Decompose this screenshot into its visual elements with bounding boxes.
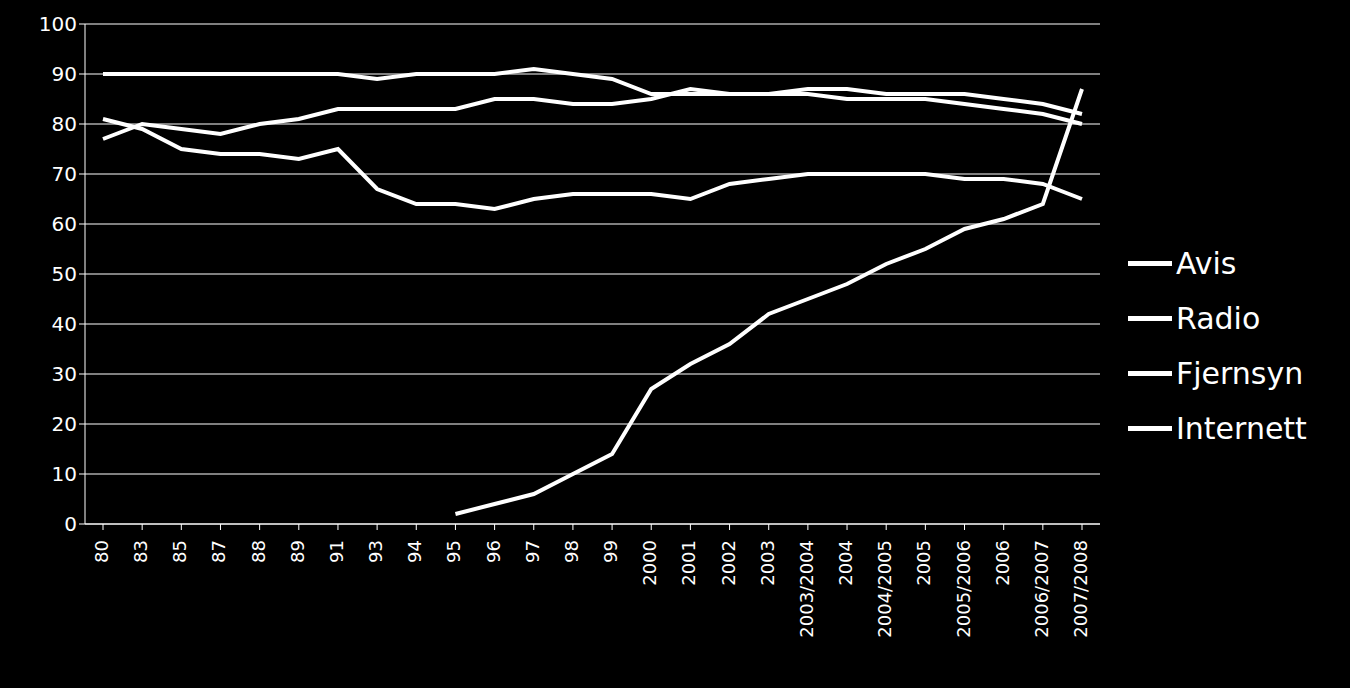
svg-text:80: 80 [52,112,77,136]
svg-text:87: 87 [208,540,229,563]
svg-text:2005: 2005 [913,540,934,586]
svg-text:10: 10 [52,462,77,486]
svg-text:20: 20 [52,412,77,436]
svg-text:2006/2007: 2006/2007 [1031,540,1052,638]
svg-text:2004: 2004 [835,540,856,586]
svg-text:2007/2008: 2007/2008 [1070,540,1091,638]
svg-text:91: 91 [326,540,347,563]
svg-text:80: 80 [91,540,112,563]
svg-text:50: 50 [52,262,77,286]
svg-text:97: 97 [522,540,543,563]
svg-text:2005/2006: 2005/2006 [953,540,974,638]
svg-text:2004/2005: 2004/2005 [874,540,895,638]
svg-text:99: 99 [600,540,621,563]
svg-text:30: 30 [52,362,77,386]
svg-text:93: 93 [365,540,386,563]
svg-text:89: 89 [287,540,308,563]
svg-text:60: 60 [52,212,77,236]
svg-text:2001: 2001 [678,540,699,586]
svg-text:2003: 2003 [757,540,778,586]
svg-text:2002: 2002 [718,540,739,586]
svg-text:70: 70 [52,162,77,186]
svg-text:90: 90 [52,62,77,86]
svg-text:85: 85 [169,540,190,563]
svg-text:40: 40 [52,312,77,336]
svg-text:94: 94 [404,540,425,563]
html-text:Fjernsyn: Fjernsyn [1176,356,1304,391]
svg-text:100: 100 [39,12,77,36]
svg-text:95: 95 [443,540,464,563]
svg-text:88: 88 [248,540,269,563]
html-text:Avis: Avis [1176,246,1237,281]
html-text:Internett: Internett [1176,411,1307,446]
svg-text:98: 98 [561,540,582,563]
svg-text:2006: 2006 [992,540,1013,586]
svg-text:96: 96 [483,540,504,563]
svg-text:0: 0 [64,512,77,536]
svg-text:2003/2004: 2003/2004 [796,540,817,638]
html-text:Radio: Radio [1176,301,1261,336]
svg-text:2000: 2000 [639,540,660,586]
svg-text:83: 83 [130,540,151,563]
